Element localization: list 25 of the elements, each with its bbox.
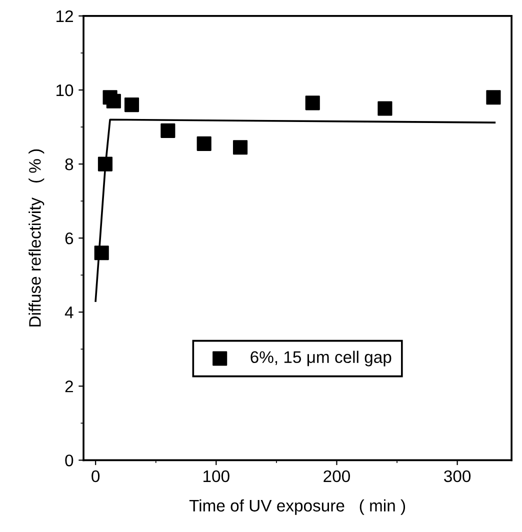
point xyxy=(232,140,248,155)
y-tick-label: 2 xyxy=(65,380,73,392)
y-tick-label: 0 xyxy=(65,454,74,466)
x-tick-label: 0 xyxy=(92,470,100,482)
y-tick-label: 8 xyxy=(65,158,74,170)
point xyxy=(98,156,113,172)
y-tick-label: 6 xyxy=(65,232,74,244)
point xyxy=(486,90,501,105)
point xyxy=(305,96,320,110)
point xyxy=(196,136,212,151)
point xyxy=(106,94,121,108)
point xyxy=(160,123,176,138)
point xyxy=(378,101,392,116)
x-tick-label: 100 xyxy=(204,470,230,482)
line-series xyxy=(94,118,496,302)
y-axis-title: Diffuse reflectivity ( % ) xyxy=(28,149,44,326)
legend-label: 6%, 15 μm cell gap xyxy=(250,350,392,366)
x-tick-label: 200 xyxy=(324,470,350,482)
y-tick-label: 10 xyxy=(56,84,74,96)
x-axis-title: Time of UV exposure ( min ) xyxy=(189,499,406,515)
x-tick-label: 300 xyxy=(444,470,471,482)
y-tick-label: 4 xyxy=(64,306,74,318)
point xyxy=(94,246,109,260)
point xyxy=(124,98,140,112)
y-tick-label: 12 xyxy=(56,10,73,22)
